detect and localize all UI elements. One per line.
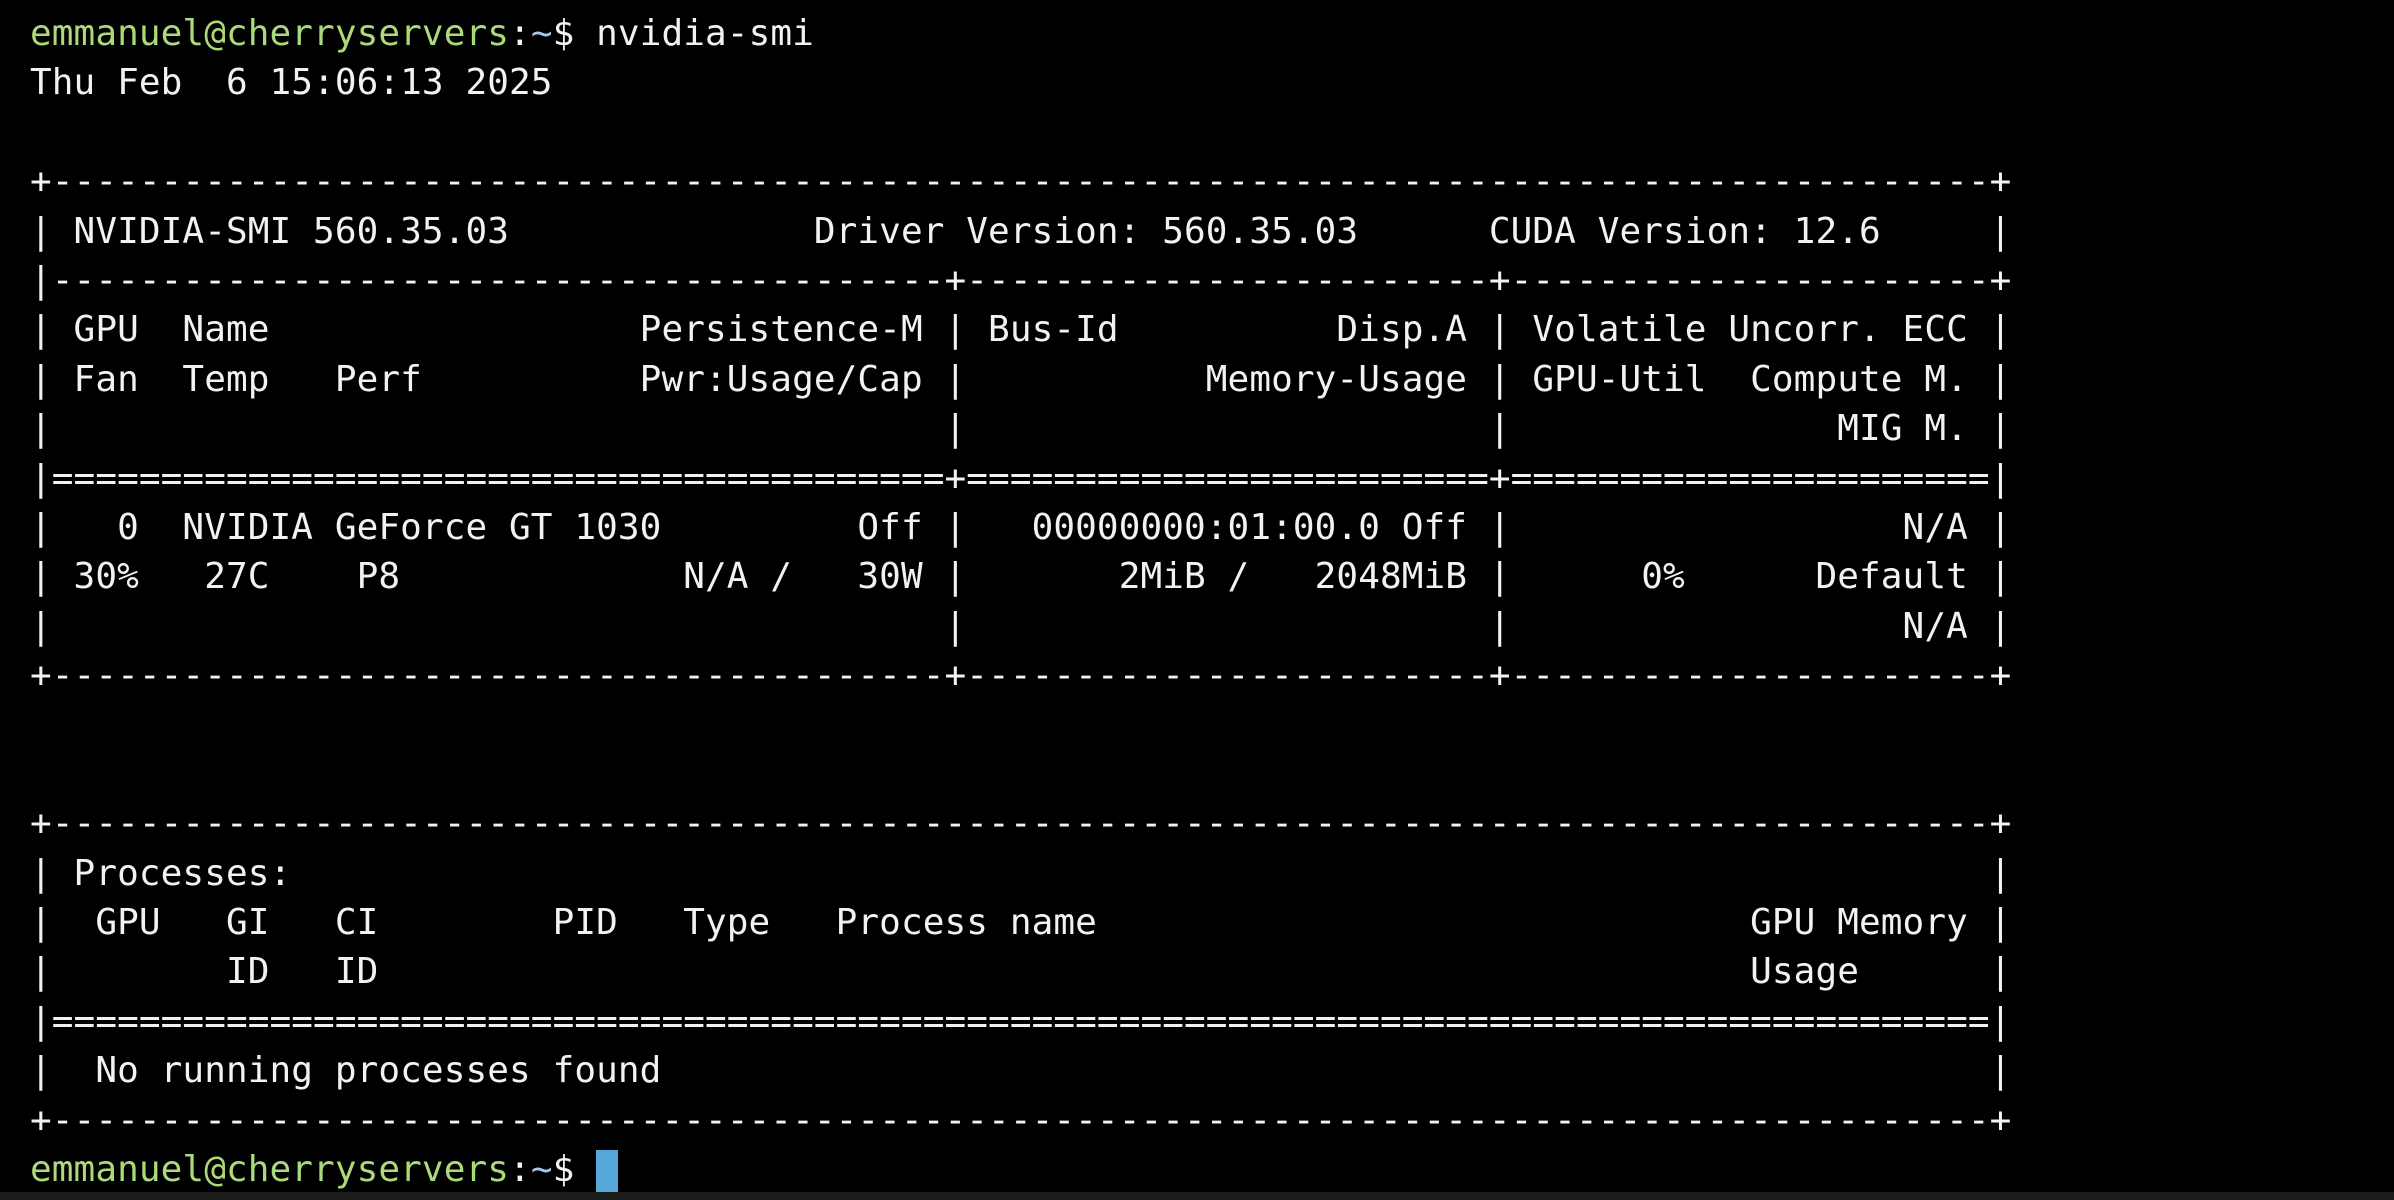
- smi-header-row-2: | Fan Temp Perf Pwr:Usage/Cap | Memory-U…: [30, 358, 2012, 400]
- blank-line: [30, 108, 2394, 157]
- prompt-dollar: $: [552, 1148, 597, 1190]
- prompt-path: ~: [530, 1148, 553, 1190]
- smi-version-row: | NVIDIA-SMI 560.35.03 Driver Version: 5…: [30, 210, 2012, 252]
- gpu-data-row-2: | 30% 27C P8 N/A / 30W | 2MiB / 2048MiB …: [30, 556, 2012, 598]
- processes-header-row-1: | GPU GI CI PID Type Process name GPU Me…: [30, 902, 2012, 944]
- gpu-data-row-3: | | | N/A |: [30, 605, 2012, 647]
- smi-header-divider: |---------------------------------------…: [30, 259, 2012, 301]
- command-text: nvidia-smi: [596, 13, 814, 54]
- processes-header-separator: |=======================================…: [30, 1000, 2012, 1042]
- smi-header-row-3: | | | MIG M. |: [30, 408, 2012, 450]
- prompt-user-host: emmanuel@cherryservers: [30, 13, 510, 54]
- processes-table-top-border: +---------------------------------------…: [30, 803, 2012, 845]
- smi-header-separator: |=======================================…: [30, 457, 2012, 499]
- prompt-colon: :: [509, 1148, 531, 1190]
- gpu-data-row-1: | 0 NVIDIA GeForce GT 1030 Off | 0000000…: [30, 506, 2012, 548]
- blank-line: [30, 750, 2394, 799]
- blank-line: [30, 700, 2394, 749]
- processes-table-bottom-border: +---------------------------------------…: [30, 1099, 2012, 1141]
- processes-header-row-2: | ID ID Usage |: [30, 951, 2012, 993]
- processes-status-row: | No running processes found |: [30, 1050, 2012, 1092]
- input-prompt-line[interactable]: emmanuel@cherryservers:~$: [30, 1145, 2394, 1194]
- prompt-colon: :: [509, 13, 531, 54]
- window-bottom-edge: [0, 1192, 2394, 1200]
- smi-table-bottom-border: +---------------------------------------…: [30, 655, 2012, 697]
- prompt-path: ~: [530, 13, 553, 54]
- processes-title-row: | Processes: |: [30, 852, 2012, 894]
- datetime-line: Thu Feb 6 15:06:13 2025: [30, 62, 553, 104]
- smi-header-row-1: | GPU Name Persistence-M | Bus-Id Disp.A…: [30, 309, 2012, 351]
- prompt-dollar: $: [552, 13, 597, 54]
- smi-table-top-border: +---------------------------------------…: [30, 161, 2012, 203]
- prompt-user-host: emmanuel@cherryservers: [30, 1148, 510, 1190]
- command-prompt-line: emmanuel@cherryservers:~$ nvidia-smi: [30, 9, 2394, 58]
- terminal-cursor: [596, 1150, 618, 1193]
